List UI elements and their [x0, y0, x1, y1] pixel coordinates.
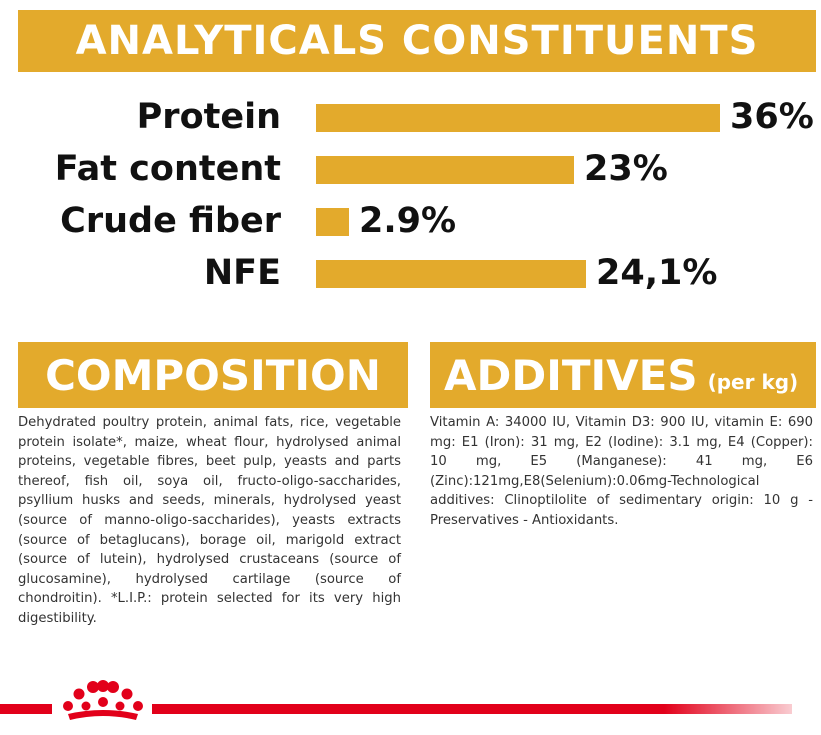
additives-banner: ADDITIVES (per kg) — [430, 342, 816, 408]
protein-label: Protein — [136, 97, 281, 137]
crude-fiber-label: Crude fiber — [60, 201, 281, 241]
additives-text: Vitamin A: 34000 IU, Vitamin D3: 900 IU,… — [430, 415, 813, 528]
crude-fiber-value: 2.9% — [359, 201, 457, 241]
analytics-title: ANALYTICALS CONSTITUENTS — [75, 18, 759, 64]
nfe-label: NFE — [203, 253, 281, 293]
analytics-banner: ANALYTICALS CONSTITUENTS — [18, 10, 816, 72]
nfe-value: 24,1% — [596, 253, 718, 293]
fat-content-label: Fat content — [54, 149, 281, 189]
crude-fiber-bar — [316, 208, 349, 236]
composition-banner: COMPOSITION — [18, 342, 408, 408]
additives-subtitle: (per kg) — [707, 370, 799, 394]
composition-text: Dehydrated poultry protein, animal fats,… — [18, 415, 401, 626]
protein-bar — [316, 104, 720, 132]
additives-title: ADDITIVES — [444, 350, 698, 400]
composition-title: COMPOSITION — [45, 350, 381, 400]
footer-brand-line-left — [0, 704, 52, 714]
fat-content-value: 23% — [584, 149, 668, 189]
nfe-bar — [316, 260, 586, 288]
footer-brand-line-right — [152, 704, 792, 714]
fat-content-bar — [316, 156, 574, 184]
protein-value: 36% — [730, 97, 814, 137]
royal-canin-crown-icon — [63, 680, 143, 720]
